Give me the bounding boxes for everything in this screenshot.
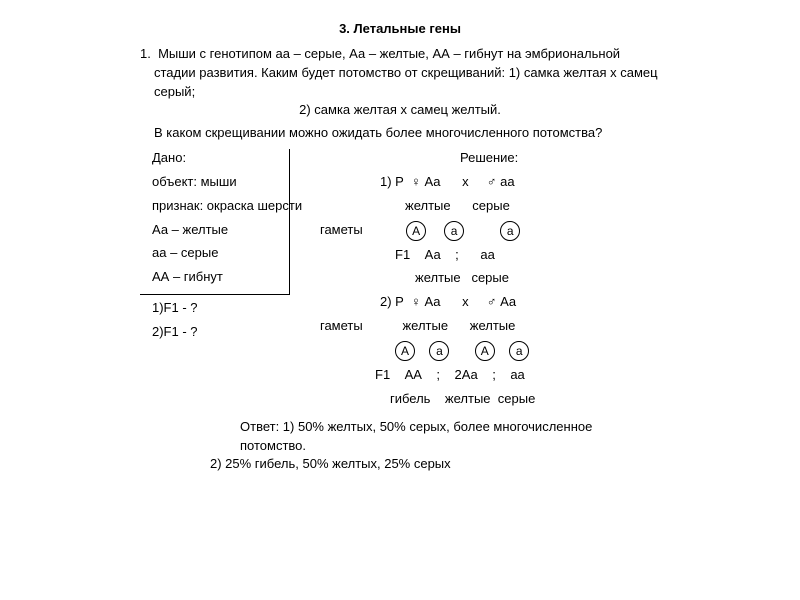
answer-line-1: Ответ: 1) 50% желтых, 50% серых, более м…	[140, 418, 660, 456]
cross2-f1-pheno: гибель желтые серые	[290, 390, 660, 409]
gamete-circle: А	[406, 221, 426, 241]
cross1-parents: 1) P ♀ Аа х ♂ аа	[290, 173, 660, 192]
gamete-circle: А	[395, 341, 415, 361]
cross2-gametes: А а А а	[290, 341, 660, 361]
find-2: 2)F1 - ?	[140, 323, 290, 342]
cross2-gametes-pheno: гаметы желтые желтые	[290, 317, 660, 336]
solution-header: Решение:	[290, 149, 660, 168]
cross1-f1-pheno: желтые серые	[290, 269, 660, 288]
gamete-circle: а	[429, 341, 449, 361]
find-1: 1)F1 - ?	[140, 299, 290, 318]
problem-text-2: 2) самка желтая х самец желтый.	[140, 101, 660, 120]
gamete-circle: А	[475, 341, 495, 361]
gamete-circle: а	[509, 341, 529, 361]
gamete-circle: а	[500, 221, 520, 241]
given-aa: аа – серые	[140, 244, 283, 263]
gamete-circle: а	[444, 221, 464, 241]
answer-line-2: 2) 25% гибель, 50% желтых, 25% серых	[140, 455, 660, 474]
given-trait: признак: окраска шерсти	[140, 197, 283, 216]
cross1-f1: F1 Аа ; аа	[290, 246, 660, 265]
solution-column: Решение: 1) P ♀ Аа х ♂ аа желтые серые г…	[290, 149, 660, 414]
cross1-gametes: гаметы А а а	[290, 221, 660, 241]
given-AA: АА – гибнут	[140, 268, 283, 287]
given-column: Дано: объект: мыши признак: окраска шерс…	[140, 149, 290, 414]
problem-number: 1.	[140, 46, 151, 61]
given-Aa: Аа – желтые	[140, 221, 283, 240]
cross2-f1: F1 АА ; 2Аа ; аа	[290, 366, 660, 385]
given-object: объект: мыши	[140, 173, 283, 192]
problem-statement: 1. Мыши с генотипом аа – серые, Аа – жел…	[140, 45, 660, 143]
problem-text-1: Мыши с генотипом аа – серые, Аа – желтые…	[154, 46, 658, 99]
cross1-pheno: желтые серые	[290, 197, 660, 216]
solution-block: Дано: объект: мыши признак: окраска шерс…	[140, 149, 660, 414]
problem-question: В каком скрещивании можно ожидать более …	[140, 124, 660, 143]
given-header: Дано:	[140, 149, 283, 168]
cross2-parents: 2) P ♀ Аа х ♂ Аа	[290, 293, 660, 312]
section-title: 3. Летальные гены	[140, 20, 660, 39]
